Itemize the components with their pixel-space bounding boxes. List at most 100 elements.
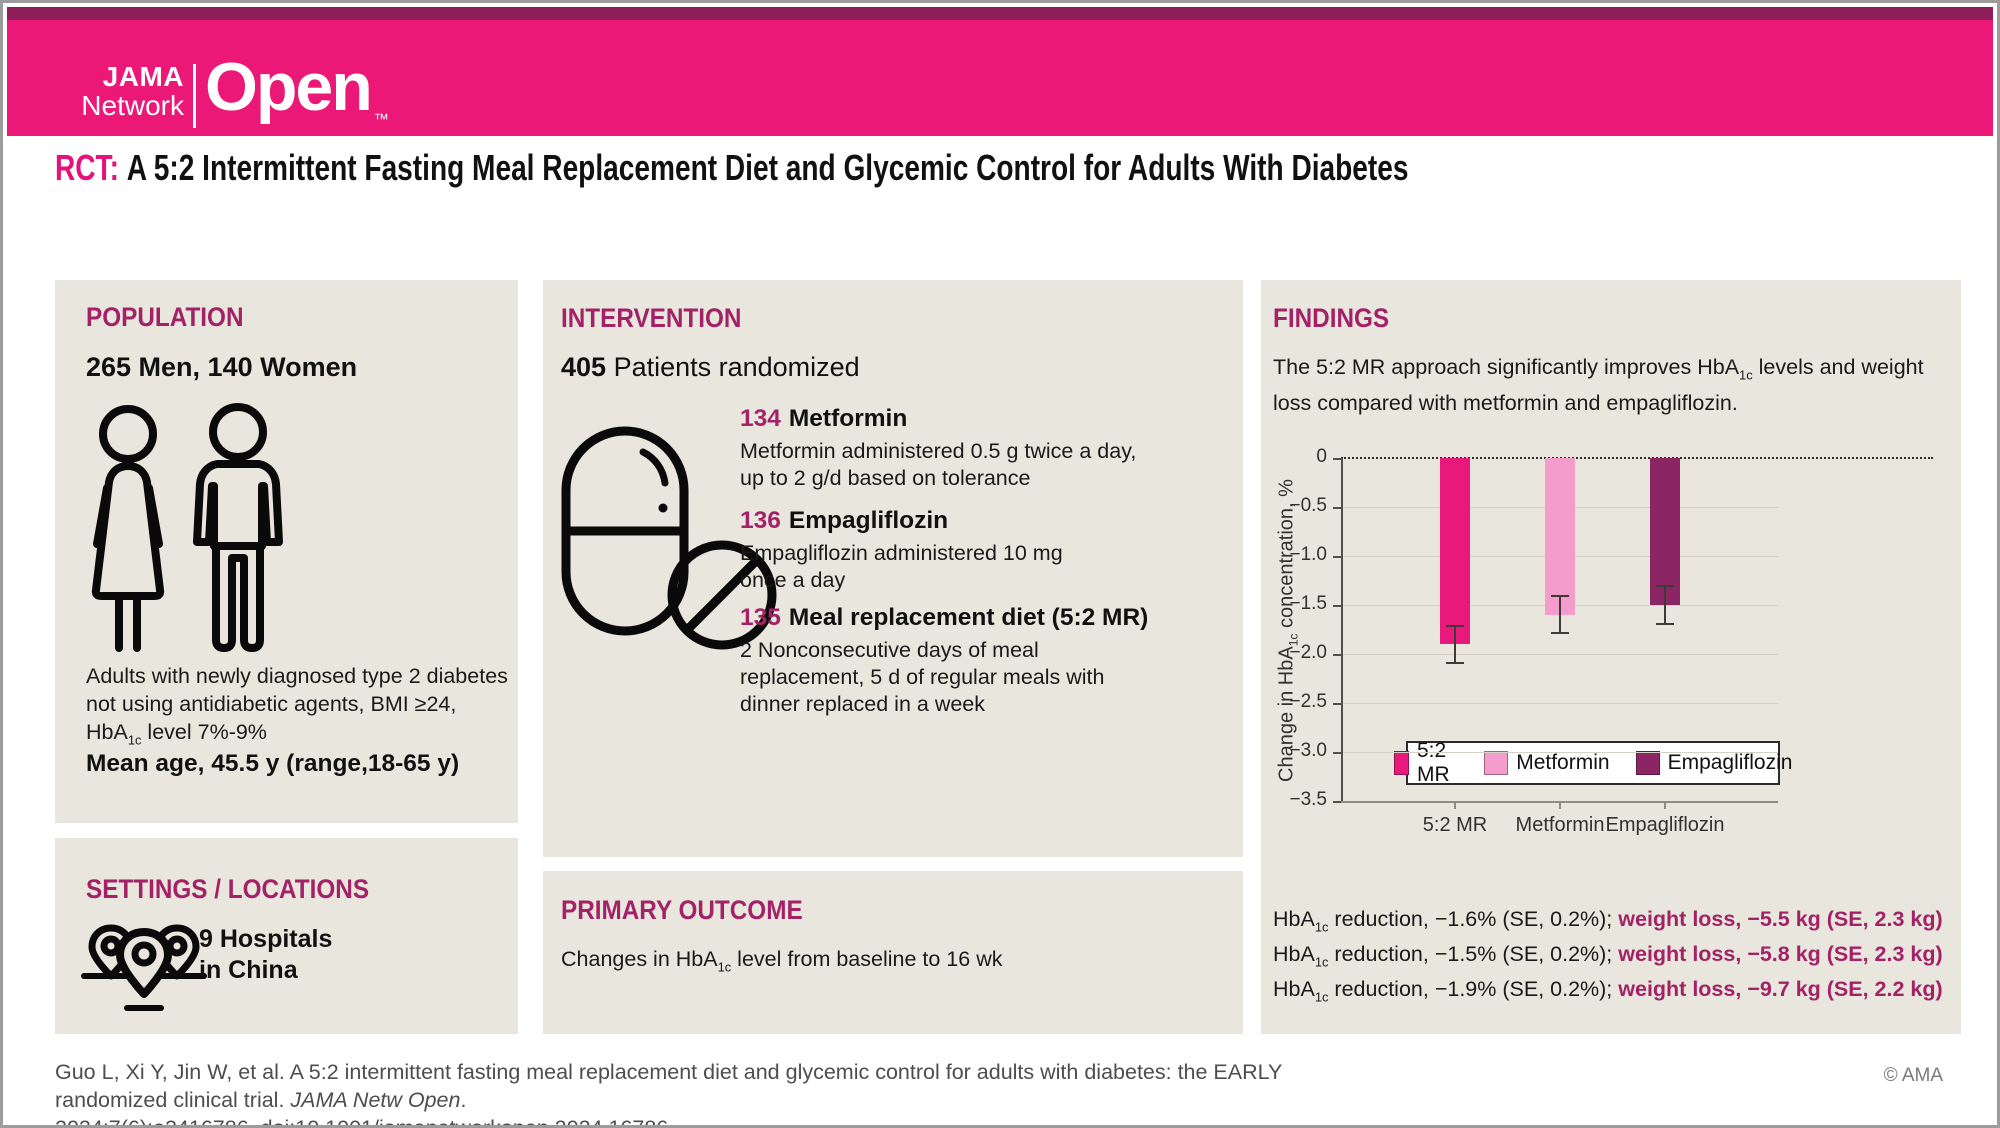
y-tick [1333,507,1341,509]
x-tick [1664,801,1666,809]
medication-icons [561,426,777,650]
population-description: Adults with newly diagnosed type 2 diabe… [86,664,508,748]
y-tick-label: −2.5 [1289,691,1327,712]
y-tick-label: −1.0 [1289,544,1327,565]
legend-swatch [1484,751,1509,775]
bar [1440,458,1470,645]
bar [1650,458,1680,605]
logo-divider [193,64,196,128]
x-tick-label: Empagliflozin [1605,814,1725,836]
copyright-notice: © AMA [1883,1065,1943,1086]
page-title: RCT: A 5:2 Intermittent Fasting Meal Repl… [55,147,1409,189]
legend-item: Empagliflozin [1635,751,1793,775]
findings-panel: FINDINGS The 5:2 MR approach significant… [1261,280,1961,1034]
arm-2-heading: 136 Empagliflozin [740,507,949,534]
y-axis-line [1341,458,1343,801]
y-tick [1333,752,1341,754]
population-heading: POPULATION [86,302,244,332]
x-tick-label: 5:2 MR [1422,814,1488,836]
intervention-panel: INTERVENTION 405 Patients randomized 134… [543,280,1243,857]
findings-heading: FINDINGS [1273,303,1390,333]
legend-swatch [1635,751,1660,775]
hba1c-subscript: 1c [127,732,142,748]
error-bar-cap [1446,661,1464,664]
gridline [1341,654,1778,655]
y-tick-label: −3.0 [1289,740,1327,761]
y-tick-label: 0 [1316,446,1327,467]
legend-label: Empagliflozin [1667,751,1793,774]
x-tick [1559,801,1561,809]
population-count: 265 Men, 140 Women [86,352,358,382]
logo-network-text: Network [81,90,184,121]
findings-summary: The 5:2 MR approach significantly improv… [1273,355,1924,416]
hba1c-subscript: 1c [1739,367,1753,383]
jama-network-logo: JAMA Network [74,62,184,120]
error-bar-cap [1656,585,1674,588]
tablet-icon [667,540,777,650]
error-bar-cap [1551,632,1569,635]
error-bar [1664,585,1666,625]
y-tick [1333,605,1341,607]
y-tick-label: −3.5 [1289,789,1327,810]
primary-outcome-text: Changes in HbA1c level from baseline to … [561,947,1003,975]
arm-1-heading: 134 Metformin [740,405,908,432]
y-tick [1333,556,1341,558]
legend-label: 5:2 MR [1416,739,1450,786]
settings-panel: SETTINGS / LOCATIONS 9 Hospitals in Chin… [55,838,518,1034]
capsule-icon [561,426,689,636]
header-dark-strip [7,7,1993,20]
population-icon [91,403,283,652]
x-tick-label: Metformin [1515,814,1605,836]
result-line: HbA1c reduction, −1.6% (SE, 0.2%); weigh… [1273,907,1943,935]
y-tick-label: −2.0 [1289,642,1327,663]
error-bar [1454,624,1456,664]
primary-outcome-heading: PRIMARY OUTCOME [561,895,803,925]
randomized-line: 405 Patients randomized [561,352,860,382]
legend-item: Metformin [1484,751,1610,775]
x-tick [1454,801,1456,809]
legend-item: 5:2 MR [1393,739,1459,787]
y-tick [1333,654,1341,656]
y-tick-label: −0.5 [1289,495,1327,516]
mean-age-line: Mean age, 45.5 y (range,18-65 y) [86,750,460,777]
error-bar-cap [1656,622,1674,625]
logo-open-text: Open ™ [205,49,389,128]
result-line: HbA1c reduction, −1.5% (SE, 0.2%); weigh… [1273,941,1943,970]
zero-baseline [1341,457,1933,459]
citation: Guo L, Xi Y, Jin W, et al. A 5:2 intermi… [55,1060,1282,1128]
map-pins-icon [81,924,207,1011]
header-banner: JAMA Network Open ™ [7,20,1993,136]
intervention-heading: INTERVENTION [561,303,742,333]
result-line: HbA1c reduction, −1.9% (SE, 0.2%); weigh… [1273,976,1943,1004]
error-bar [1559,595,1561,635]
gridline [1341,703,1778,704]
logo-jama-text: JAMA [102,61,184,92]
rct-label: RCT: [55,147,119,188]
trademark-symbol: ™ [373,111,389,128]
y-tick [1333,801,1341,803]
woman-icon [91,405,165,652]
arm-2-description: Empagliflozin administered 10 mg once a … [740,541,1063,592]
gridline [1341,752,1778,753]
hba1c-subscript: 1c [717,959,732,975]
journal-name: JAMA Netw Open [290,1088,461,1112]
error-bar-cap [1446,624,1464,627]
arm-3-description: 2 Nonconsecutive days of meal replacemen… [740,638,1105,716]
legend-label: Metformin [1516,751,1610,774]
primary-outcome-panel: PRIMARY OUTCOME Changes in HbA1c level f… [543,871,1243,1034]
title-text: A 5:2 Intermittent Fasting Meal Replacem… [126,147,1409,188]
population-panel: POPULATION 265 Men, 140 Women Adults wit… [55,280,518,823]
bar [1545,458,1575,615]
man-icon [193,403,283,652]
arm-3-heading: 135 Meal replacement diet (5:2 MR) [740,604,1149,631]
settings-heading: SETTINGS / LOCATIONS [86,874,370,904]
findings-results: HbA1c reduction, −1.6% (SE, 0.2%); weigh… [1273,906,1943,1010]
arm-1-description: Metformin administered 0.5 g twice a day… [740,439,1137,490]
y-tick-label: −1.5 [1289,593,1327,614]
error-bar-cap [1551,595,1569,598]
hba1c-change-chart: Change in HbA1c concentration, % 5:2 MR M… [1273,433,1963,845]
y-tick [1333,703,1341,705]
settings-text: 9 Hospitals in China [199,925,333,984]
chart-legend: 5:2 MR Metformin Empagliflozin [1393,739,1792,786]
